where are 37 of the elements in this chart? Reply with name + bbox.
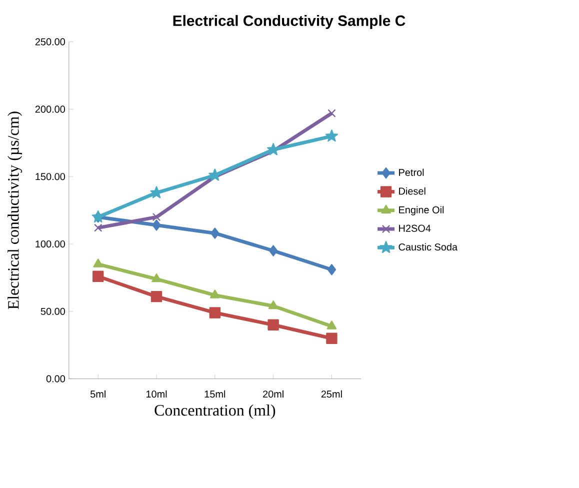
point	[152, 220, 161, 231]
y-tick-label: 150.00	[36, 173, 66, 180]
point	[93, 258, 104, 268]
x-tick-label: 5ml	[90, 390, 106, 398]
x-axis-title: Concentration (ml)	[154, 404, 276, 419]
x-tick-label: 20ml	[263, 390, 284, 398]
y-tick-label: 50.00	[40, 308, 66, 315]
y-tick-label: 0.00	[46, 375, 66, 382]
point	[325, 130, 338, 142]
legend-label: H2SO4	[399, 224, 431, 232]
y-tick-label: 250.00	[35, 38, 66, 46]
point	[92, 270, 104, 282]
x-tick-label: 15ml	[204, 390, 226, 398]
legend-label: Petrol	[399, 168, 424, 176]
y-tick-label: 100.00	[36, 240, 66, 248]
point	[327, 264, 336, 276]
point	[150, 290, 162, 302]
point	[326, 332, 338, 344]
legend-label: Engine Oil	[399, 206, 444, 216]
point	[328, 109, 336, 118]
point	[210, 228, 220, 239]
point	[326, 320, 337, 330]
point	[268, 300, 278, 310]
point	[210, 290, 220, 298]
chart-title: Electrical Conductivity Sample C	[173, 15, 406, 29]
point	[268, 245, 278, 256]
point	[94, 224, 102, 232]
x-tick-label: 25ml	[321, 390, 342, 398]
point	[209, 307, 221, 318]
point	[152, 212, 161, 222]
point	[152, 273, 162, 282]
x-tick-label: 10ml	[146, 390, 167, 398]
y-tick-label: 200.00	[35, 106, 66, 113]
legend-label: Diesel	[399, 187, 426, 195]
y-axis-title: Electrical conductivity (µs/cm)	[8, 112, 22, 310]
legend-label: Caustic Soda	[398, 243, 458, 251]
point	[268, 319, 279, 330]
